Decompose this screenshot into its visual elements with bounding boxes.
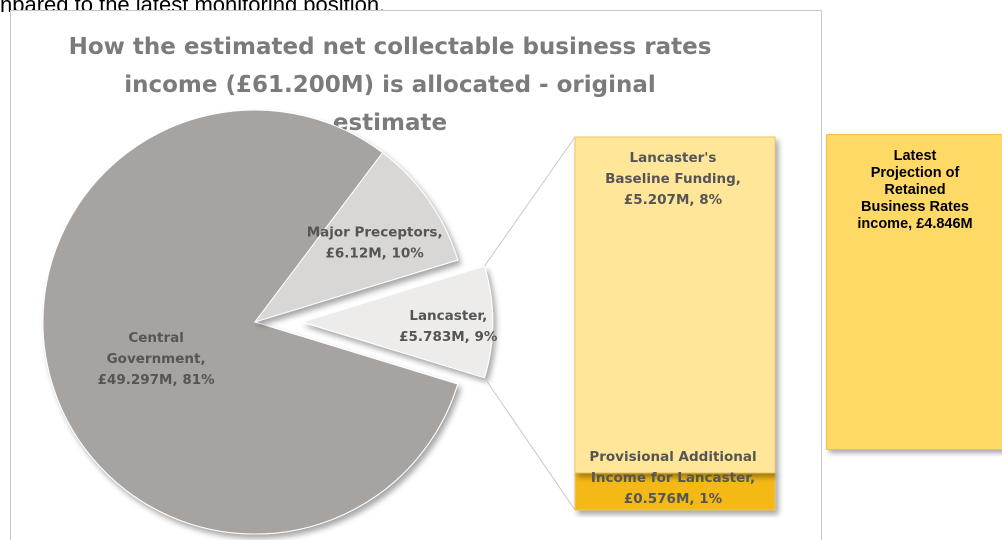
callout-line: Projection of: [870, 165, 960, 181]
bar-of-pie-connectors: [484, 136, 576, 511]
data-labels: Central Government, £49.297M, 81% Major Pre…: [98, 150, 757, 507]
callout-line: Business Rates: [861, 199, 969, 215]
pie-label-major-preceptors: Major Preceptors, £6.12M, 10%: [307, 225, 443, 262]
bar-label-lancaster-s-baseline-funding: Lancaster's Baseline Funding, £5.207M, 8%: [605, 150, 741, 208]
pie-label-central-government: Central Government, £49.297M, 81%: [98, 330, 216, 388]
connector-line-top: [484, 136, 576, 267]
callout-line: Retained: [884, 182, 946, 198]
pie-label-lancaster: Lancaster, £5.783M, 9%: [399, 308, 498, 345]
pie-chart: [42, 109, 494, 535]
retained-income-callout: Latest Projection of Retained Business R…: [826, 134, 1002, 450]
pie-slice-central-government: [42, 109, 459, 535]
callout-line: Latest: [893, 148, 937, 164]
pie-slice-lancaster: [300, 265, 494, 379]
stacked-bar: [574, 136, 776, 511]
chart-title-line: income (£61.200M) is allocated - origina…: [124, 72, 656, 98]
callout-line: income, £4.846M: [857, 216, 973, 232]
bar-segment-provisional-additional-income-for-lancaster: [574, 472, 776, 511]
connector-line-bottom: [484, 377, 576, 511]
chart-title: How the estimated net collectable busine…: [10, 28, 770, 142]
pie-slice-major-preceptors: [253, 151, 459, 323]
chart-title-line: How the estimated net collectable busine…: [68, 34, 712, 60]
bar-label-provisional-additional-income-for-lancaster: Provisional Additional Income for Lancast…: [589, 449, 756, 507]
chart-title-line: estimate: [332, 110, 448, 136]
bar-segment-lancaster-s-baseline-funding: [574, 136, 776, 474]
